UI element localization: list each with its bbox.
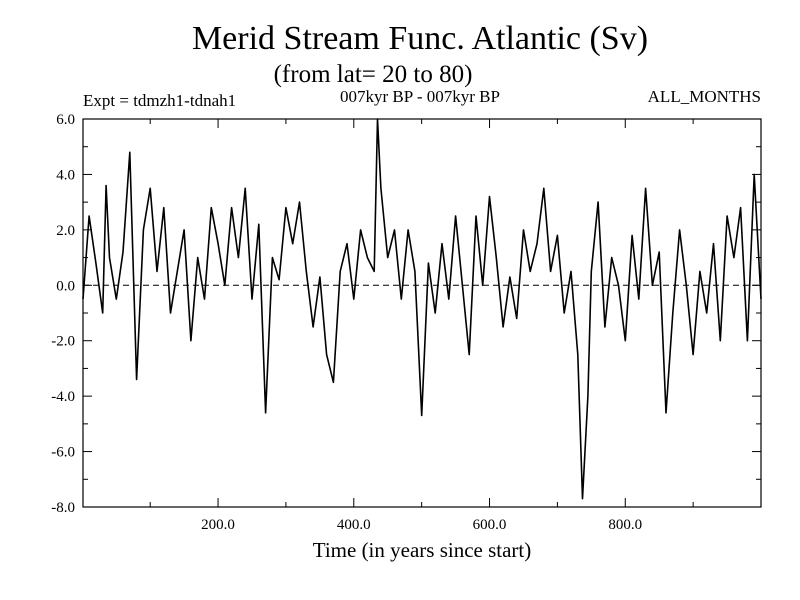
plot-area xyxy=(82,118,762,500)
y-tick-label: 4.0 xyxy=(56,167,75,183)
y-tick-label: 2.0 xyxy=(56,223,75,239)
x-tick-label: 400.0 xyxy=(337,517,371,533)
experiment-label: Expt = tdmzh1-tdnah1 xyxy=(83,91,236,110)
chart-subtitle: (from lat= 20 to 80) xyxy=(274,61,473,88)
plot-frame xyxy=(82,118,762,508)
y-tick-label: -4.0 xyxy=(51,389,75,405)
y-tick-label: -8.0 xyxy=(51,500,75,516)
season-label: ALL_MONTHS xyxy=(648,87,761,106)
y-tick-label: -6.0 xyxy=(51,445,75,461)
series-line xyxy=(82,118,762,500)
period-label: 007kyr BP - 007kyr BP xyxy=(340,87,500,106)
y-axis-ticks: 6.0 4.0 2.0 0.0 -2.0 -4.0 -6.0 -8.0 xyxy=(51,112,761,516)
x-tick-label: 600.0 xyxy=(473,517,507,533)
y-tick-label: 6.0 xyxy=(56,112,75,128)
x-axis-ticks: 200.0 400.0 600.0 800.0 xyxy=(149,119,694,533)
y-tick-label: 0.0 xyxy=(56,278,75,294)
x-tick-label: 800.0 xyxy=(608,517,642,533)
y-tick-label: -2.0 xyxy=(51,334,75,350)
x-tick-label: 200.0 xyxy=(201,517,235,533)
x-axis-label: Time (in years since start) xyxy=(313,538,532,562)
chart-title: Merid Stream Func. Atlantic (Sv) xyxy=(192,20,648,57)
